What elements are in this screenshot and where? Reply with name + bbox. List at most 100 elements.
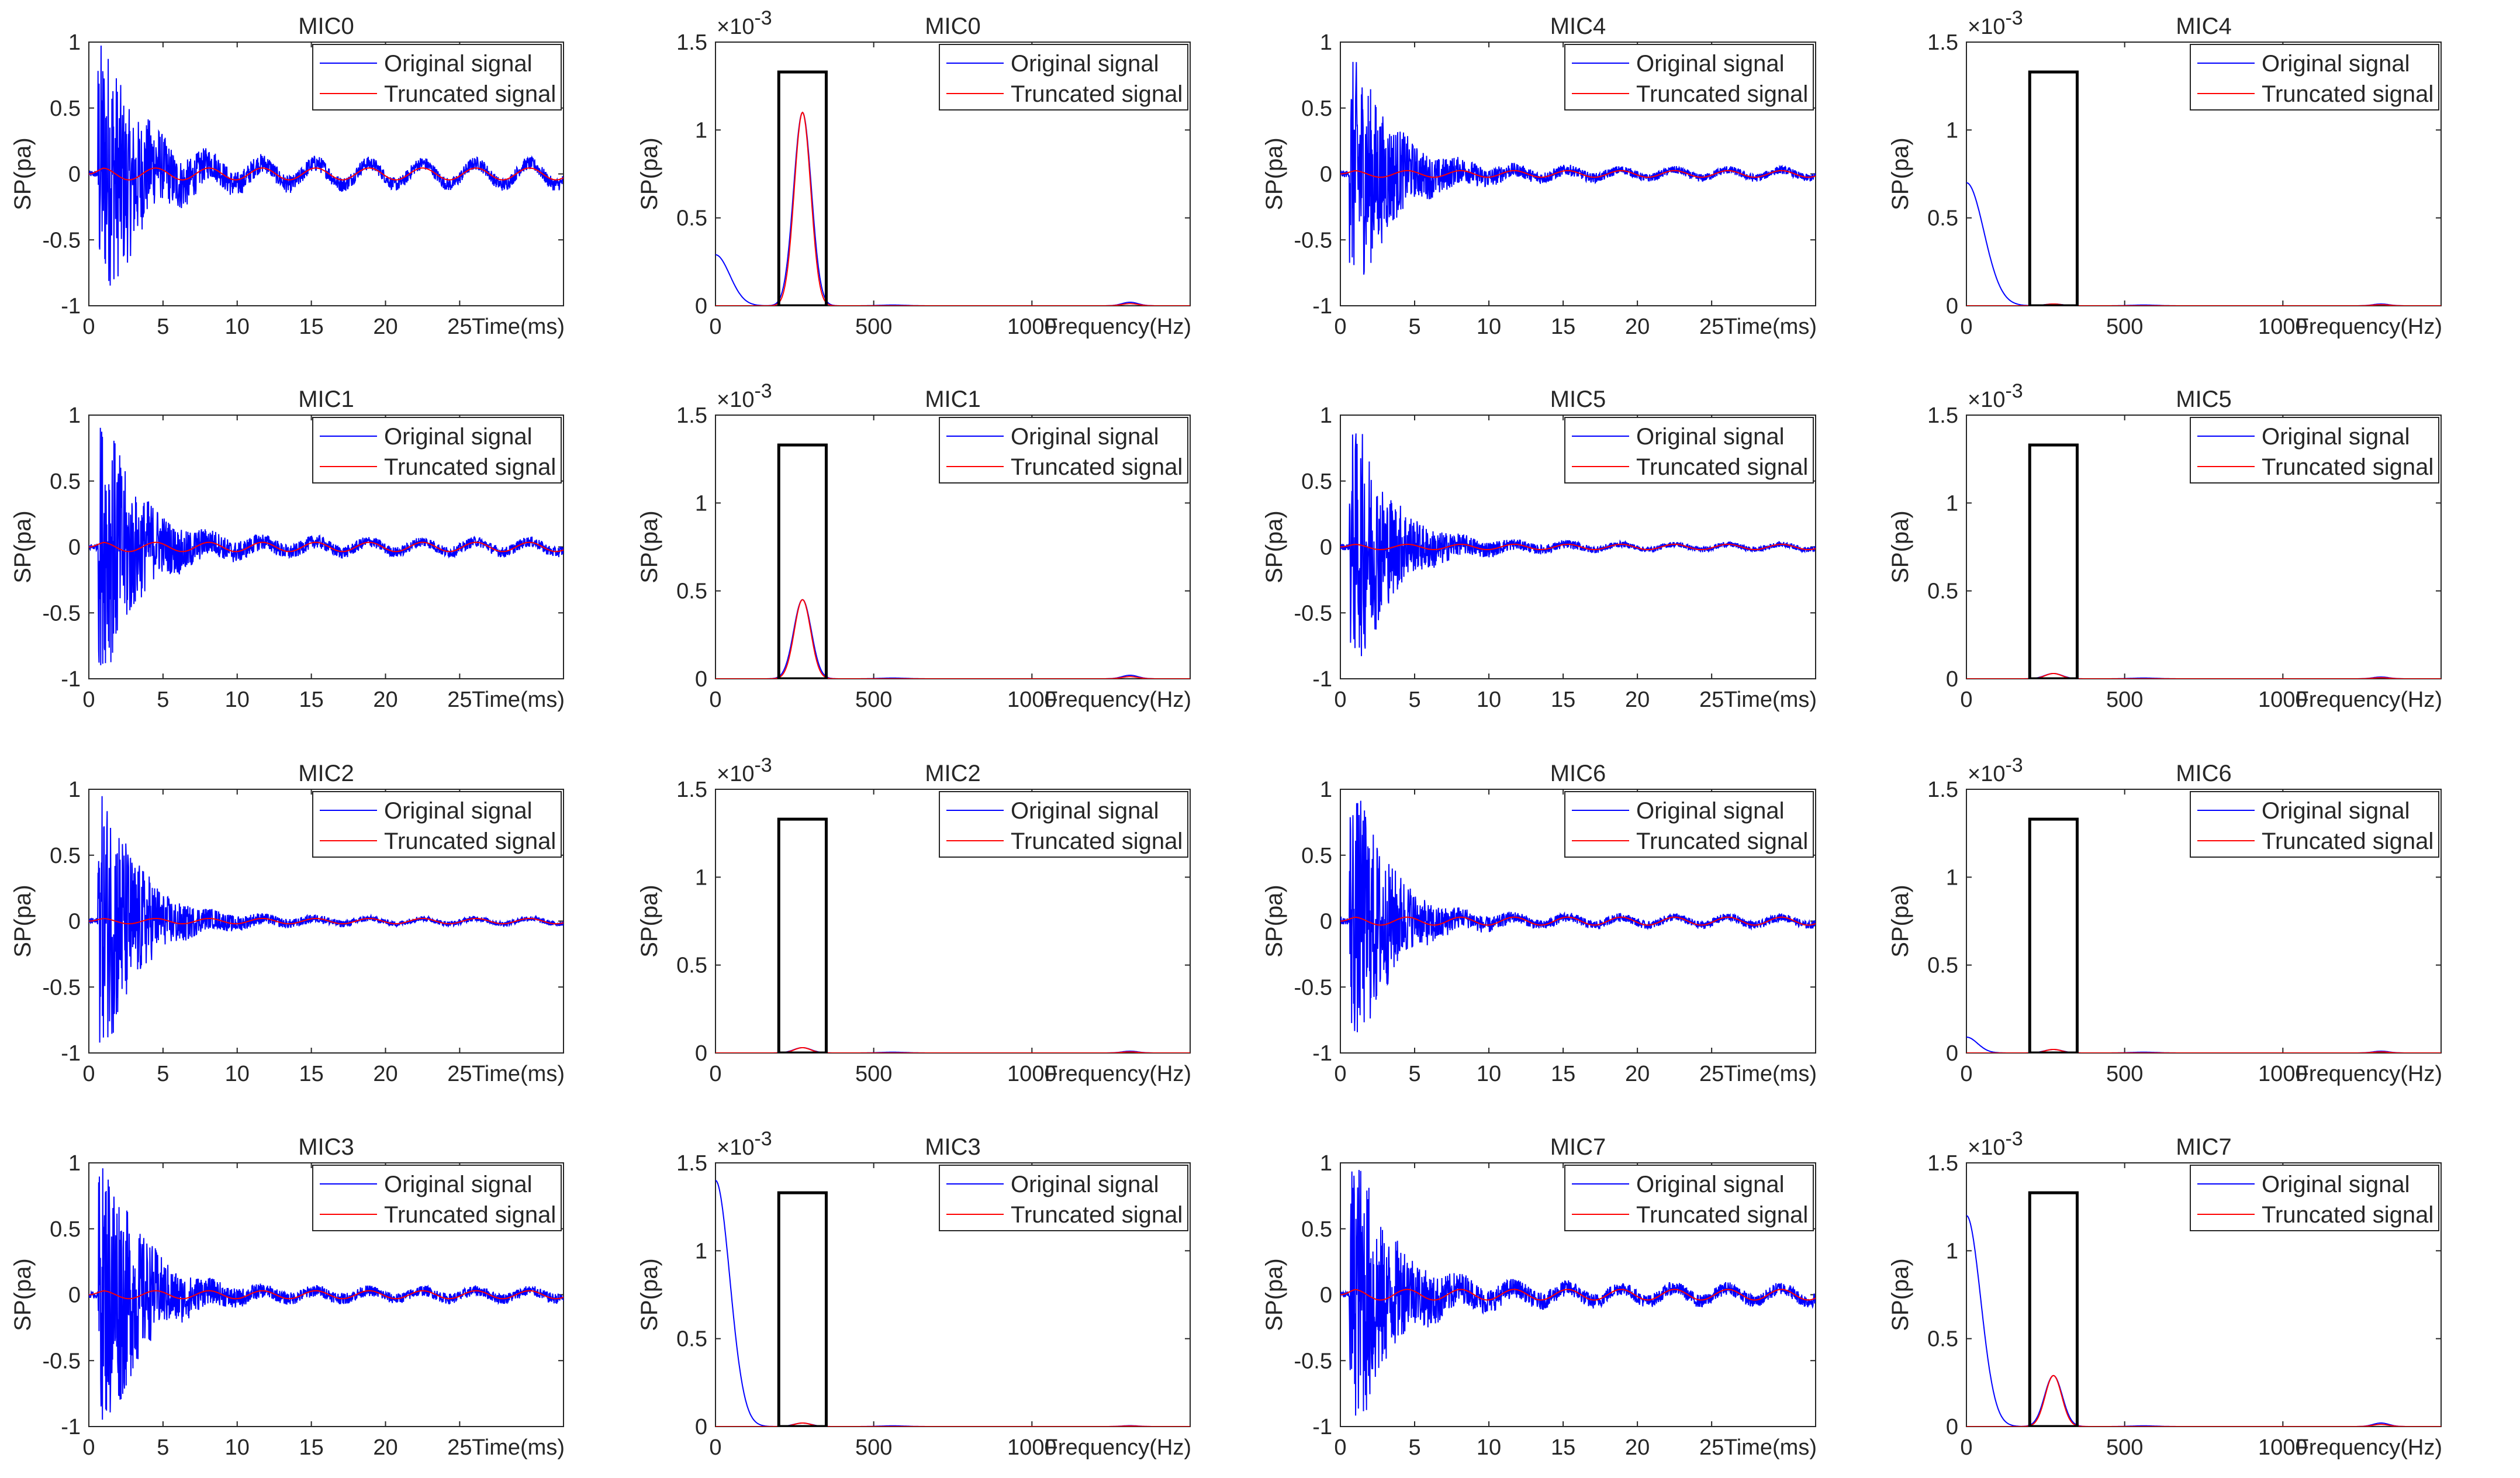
chart-title: MIC4 bbox=[2176, 13, 2232, 39]
x-tick-label: 5 bbox=[157, 1062, 169, 1086]
y-tick-label: 0.5 bbox=[1301, 469, 1332, 494]
y-tick-label: -1 bbox=[1312, 667, 1332, 692]
series-truncated-line bbox=[1340, 544, 1816, 550]
legend: Original signal Truncated signal bbox=[312, 791, 562, 858]
legend: Original signal Truncated signal bbox=[2190, 1165, 2439, 1231]
y-tick-label: 1 bbox=[68, 403, 81, 428]
exponent-base: ×10 bbox=[717, 1135, 754, 1160]
series-truncated-line bbox=[715, 111, 1190, 306]
series-truncated-line bbox=[1340, 170, 1816, 178]
legend-box bbox=[1564, 44, 1814, 110]
x-tick-label: 500 bbox=[855, 1435, 892, 1460]
x-tick-label: 10 bbox=[225, 1435, 250, 1460]
x-tick-label: 10 bbox=[1477, 688, 1501, 712]
chart-title: MIC1 bbox=[298, 386, 354, 412]
panel-f-mic2: 0 500 1000 0 0.5 1 1.5 Frequency(Hz) SP(pa) MIC2 ×… bbox=[637, 754, 1191, 1086]
y-tick-label: 1 bbox=[1320, 778, 1332, 802]
chart-title: MIC6 bbox=[2176, 761, 2232, 786]
passband-box bbox=[777, 70, 828, 306]
y-tick-label: 0.5 bbox=[676, 954, 707, 978]
legend-box bbox=[2190, 417, 2439, 484]
x-tick-label: 0 bbox=[1334, 688, 1346, 712]
x-tick-label: 15 bbox=[299, 315, 323, 339]
y-tick-label: -0.5 bbox=[1294, 601, 1332, 626]
legend-truncated-label: Truncated signal bbox=[1011, 1202, 1183, 1228]
x-tick-label: 5 bbox=[157, 315, 169, 339]
chart-title: MIC0 bbox=[298, 13, 354, 39]
exponent-label: ×10-3 bbox=[1968, 7, 2023, 39]
legend: Original signal Truncated signal bbox=[939, 417, 1188, 484]
x-tick-label: 15 bbox=[299, 1062, 323, 1086]
y-tick-label: -1 bbox=[61, 294, 81, 319]
y-tick-label: -1 bbox=[61, 667, 81, 692]
y-tick-label: 1 bbox=[1946, 491, 1958, 516]
x-tick-label: 500 bbox=[2106, 1435, 2143, 1460]
x-tick-label: 15 bbox=[1551, 315, 1575, 339]
x-tick-label: 15 bbox=[299, 1435, 323, 1460]
legend-box bbox=[2190, 44, 2439, 110]
y-tick-label: -0.5 bbox=[1294, 975, 1332, 1000]
x-tick-label: 5 bbox=[1408, 1062, 1420, 1086]
panel-t-mic4: 0 5 10 15 20 25 -1 -0.5 0 0.5 1 Time(ms) SP(pa) MIC4 O… bbox=[1261, 13, 1817, 339]
y-tick-label: 0 bbox=[1320, 163, 1332, 187]
panel-f-mic3: 0 500 1000 0 0.5 1 1.5 Frequency(Hz) SP(pa) MIC3 ×… bbox=[637, 1128, 1191, 1460]
x-tick-label: 0 bbox=[82, 315, 95, 339]
x-tick-label: 10 bbox=[225, 315, 250, 339]
legend-box bbox=[2190, 791, 2439, 858]
x-tick-label: 0 bbox=[1334, 1435, 1346, 1460]
x-tick-label: 1000 bbox=[2258, 315, 2308, 339]
passband-box bbox=[2028, 443, 2079, 679]
y-tick-label: 0 bbox=[695, 294, 707, 319]
series-truncated-line bbox=[715, 1047, 1190, 1053]
y-tick-label: 1 bbox=[68, 778, 81, 802]
exponent-power: -3 bbox=[2005, 380, 2023, 402]
x-tick-label: 10 bbox=[225, 688, 250, 712]
chart-title: MIC5 bbox=[1550, 386, 1606, 412]
passband-box bbox=[777, 1191, 828, 1427]
y-tick-label: 0.5 bbox=[676, 579, 707, 604]
series-truncated-line bbox=[715, 599, 1190, 679]
x-tick-label: 20 bbox=[1625, 1435, 1650, 1460]
y-tick-label: 0 bbox=[695, 1415, 707, 1439]
y-tick-label: -0.5 bbox=[1294, 1349, 1332, 1373]
y-tick-label: 0 bbox=[1946, 294, 1958, 319]
chart-title: MIC2 bbox=[925, 761, 981, 786]
x-axis-label: Time(ms) bbox=[472, 315, 565, 339]
y-tick-label: 0.5 bbox=[50, 844, 81, 868]
y-tick-label: -0.5 bbox=[1294, 228, 1332, 253]
legend-box bbox=[1564, 791, 1814, 858]
legend-original-label: Original signal bbox=[1011, 1172, 1159, 1197]
legend-truncated-label: Truncated signal bbox=[1636, 828, 1808, 854]
legend-original-label: Original signal bbox=[384, 51, 532, 77]
chart-title: MIC2 bbox=[298, 761, 354, 786]
y-tick-label: 1.5 bbox=[1927, 778, 1958, 802]
series-original-line bbox=[89, 45, 564, 286]
plot-area bbox=[89, 45, 564, 286]
exponent-label: ×10-3 bbox=[1968, 1128, 2023, 1160]
x-tick-label: 1000 bbox=[2258, 688, 2308, 712]
y-tick-label: 0.5 bbox=[1927, 954, 1958, 978]
series-truncated-line bbox=[1966, 1049, 2441, 1053]
series-truncated-line bbox=[715, 1422, 1190, 1427]
x-tick-label: 0 bbox=[1334, 1062, 1346, 1086]
y-axis-label: SP(pa) bbox=[1261, 1258, 1287, 1331]
y-axis-label: SP(pa) bbox=[10, 510, 36, 583]
legend-original-label: Original signal bbox=[2262, 1172, 2410, 1197]
x-tick-label: 0 bbox=[1960, 1062, 1972, 1086]
legend-box bbox=[2190, 1165, 2439, 1231]
series-truncated-line bbox=[89, 167, 564, 181]
panel-t-mic1: 0 5 10 15 20 25 -1 -0.5 0 0.5 1 Time(ms) SP(pa) MIC1 O… bbox=[10, 386, 565, 712]
x-tick-label: 20 bbox=[373, 315, 397, 339]
x-tick-label: 25 bbox=[1699, 1435, 1724, 1460]
legend-truncated-label: Truncated signal bbox=[384, 454, 556, 480]
x-tick-label: 20 bbox=[373, 1435, 397, 1460]
x-axis-label: Time(ms) bbox=[1724, 688, 1817, 712]
plot-area bbox=[1340, 800, 1816, 1032]
y-tick-label: 0.5 bbox=[1301, 96, 1332, 121]
x-tick-label: 0 bbox=[1960, 688, 1972, 712]
legend-box bbox=[1564, 417, 1814, 484]
legend-truncated-label: Truncated signal bbox=[384, 828, 556, 854]
plot-area bbox=[1966, 70, 2441, 306]
chart-title: MIC7 bbox=[1550, 1134, 1606, 1160]
